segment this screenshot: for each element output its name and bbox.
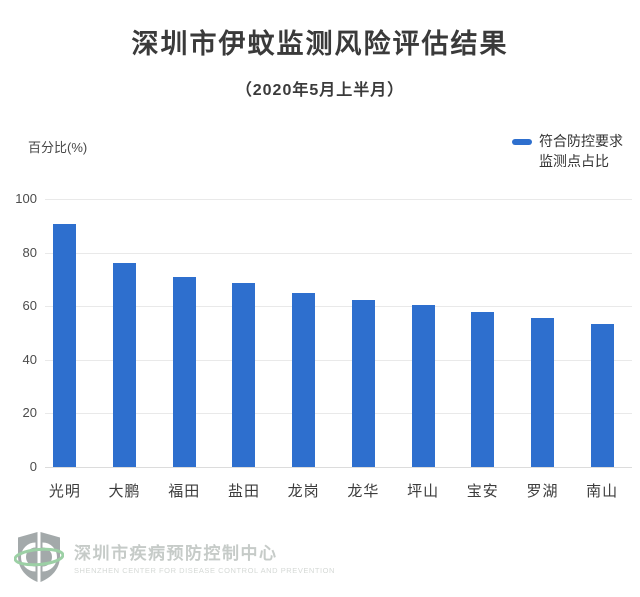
x-tick-label-光明: 光明 [48,483,81,500]
bar-福田 [172,276,196,467]
legend-label-line2: 监测点占比 [539,153,609,169]
cdc-logo-icon [14,532,64,582]
x-tick-label-南山: 南山 [586,483,619,500]
gridline-40 [45,359,632,361]
gridline-80 [45,252,632,254]
footer-watermark: 深圳市疾病预防控制中心 SHENZHEN CENTER FOR DISEASE … [14,530,335,584]
y-axis-title: 百分比(%) [28,140,88,155]
bar-slot [572,199,632,467]
bar-series [35,199,632,467]
plot-area [35,199,632,468]
x-tick-label-罗湖: 罗湖 [526,483,559,500]
footer-org-name-en: SHENZHEN CENTER FOR DISEASE CONTROL AND … [74,566,336,575]
legend-swatch [512,139,532,145]
y-tick-label-40: 40 [22,351,37,367]
x-tick-label-龙华: 龙华 [347,483,380,500]
x-tick-label-大鹏: 大鹏 [108,483,141,500]
bar-slot [334,199,394,467]
y-tick-label-0: 0 [29,459,37,474]
gridline-100 [45,199,632,200]
x-tick-label-龙岗: 龙岗 [287,483,320,500]
bar-slot [393,199,453,467]
x-tick-label-福田: 福田 [168,483,201,500]
y-tick-label-100: 100 [15,191,37,206]
bar-龙华 [351,299,375,467]
bar-slot [513,199,573,467]
bar-光明 [53,224,77,467]
legend: 符合防控要求 监测点占比 [512,131,623,171]
legend-label-line1: 符合防控要求 [539,133,623,149]
gridline-60 [45,306,632,308]
chart-title: 深圳市伊蚊监测风险评估结果 [131,29,509,59]
footer-text: 深圳市疾病预防控制中心 SHENZHEN CENTER FOR DISEASE … [74,539,335,575]
bar-南山 [590,323,614,467]
y-tick-label-80: 80 [22,244,37,260]
bar-大鹏 [113,263,137,467]
x-axis-labels: 光明 大鹏 福田 盐田 龙岗 龙华 坪山 宝安 罗湖 南山 [35,480,632,501]
bar-slot [214,199,274,467]
gridline-0 [45,467,632,468]
y-tick-label-20: 20 [22,405,37,421]
bar-盐田 [232,283,256,467]
bar-slot [453,199,513,467]
bar-宝安 [471,311,495,467]
gridline-20 [45,413,632,415]
bar-slot [154,199,214,467]
x-tick-label-坪山: 坪山 [407,483,440,500]
bar-罗湖 [530,318,554,467]
bar-slot [95,199,155,467]
bar-龙岗 [292,292,316,467]
bar-slot [274,199,334,467]
y-tick-label-60: 60 [22,298,37,314]
x-tick-label-宝安: 宝安 [466,483,499,500]
bar-坪山 [411,304,435,467]
bar-slot [35,199,95,467]
footer-org-name-cn: 深圳市疾病预防控制中心 [74,544,278,563]
x-tick-label-盐田: 盐田 [227,483,260,500]
legend-label: 符合防控要求 监测点占比 [539,131,623,171]
chart-subtitle: （2020年5月上半月） [235,82,405,99]
